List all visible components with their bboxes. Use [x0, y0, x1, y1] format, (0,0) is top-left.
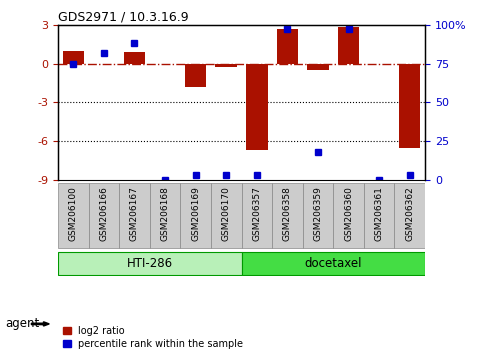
FancyBboxPatch shape [180, 183, 211, 248]
Text: HTI-286: HTI-286 [127, 257, 173, 270]
Bar [307, 64, 328, 70]
Text: GSM206357: GSM206357 [252, 187, 261, 241]
FancyBboxPatch shape [150, 183, 180, 248]
Text: GSM206358: GSM206358 [283, 187, 292, 241]
Bar [63, 51, 84, 64]
FancyBboxPatch shape [395, 183, 425, 248]
FancyBboxPatch shape [119, 183, 150, 248]
Bar [277, 29, 298, 64]
FancyBboxPatch shape [58, 252, 242, 275]
Text: GSM206169: GSM206169 [191, 187, 200, 241]
Text: GSM206360: GSM206360 [344, 187, 353, 241]
Text: GSM206167: GSM206167 [130, 187, 139, 241]
Text: GSM206359: GSM206359 [313, 187, 323, 241]
FancyBboxPatch shape [242, 183, 272, 248]
Text: docetaxel: docetaxel [304, 257, 362, 270]
Bar [338, 27, 359, 64]
Text: GSM206170: GSM206170 [222, 187, 231, 241]
Text: agent: agent [5, 318, 39, 330]
Bar [124, 52, 145, 64]
FancyBboxPatch shape [364, 183, 395, 248]
Text: GSM206100: GSM206100 [69, 187, 78, 241]
FancyBboxPatch shape [333, 183, 364, 248]
FancyBboxPatch shape [242, 252, 425, 275]
Text: GSM206361: GSM206361 [375, 187, 384, 241]
FancyBboxPatch shape [272, 183, 303, 248]
FancyBboxPatch shape [303, 183, 333, 248]
Bar [246, 64, 268, 150]
Text: GSM206168: GSM206168 [160, 187, 170, 241]
FancyBboxPatch shape [211, 183, 242, 248]
Text: GSM206166: GSM206166 [99, 187, 108, 241]
Text: GDS2971 / 10.3.16.9: GDS2971 / 10.3.16.9 [58, 11, 188, 24]
Bar [215, 64, 237, 68]
Bar [399, 64, 420, 148]
FancyBboxPatch shape [58, 183, 88, 248]
Bar [185, 64, 206, 87]
Legend: log2 ratio, percentile rank within the sample: log2 ratio, percentile rank within the s… [63, 326, 243, 349]
FancyBboxPatch shape [88, 183, 119, 248]
Text: GSM206362: GSM206362 [405, 187, 414, 241]
